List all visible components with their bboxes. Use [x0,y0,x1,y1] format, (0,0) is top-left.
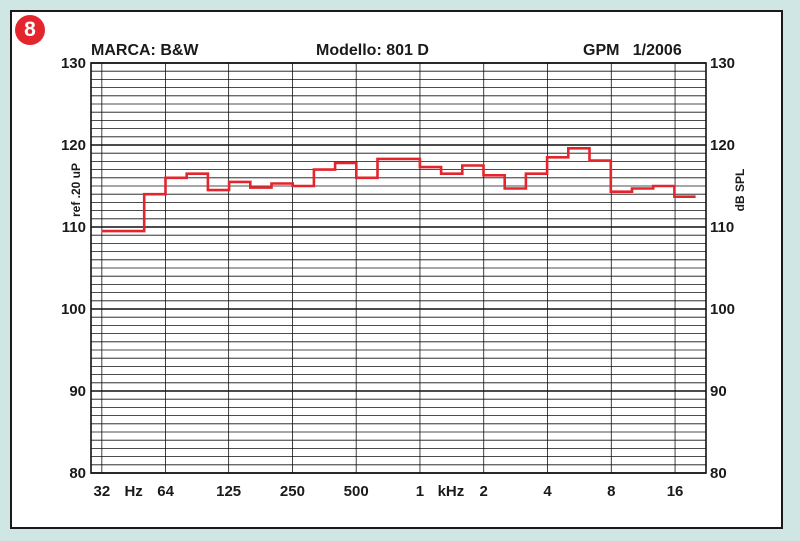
x-tick-label: kHz [438,483,465,500]
y-tick-label-left: 80 [69,465,86,482]
y-tick-label-left: 100 [61,301,86,318]
y-tick-label-right: 100 [710,301,735,318]
response-curve [101,147,696,233]
x-tick-label: 1 [416,483,424,500]
y-tick-label-right: 110 [710,219,734,236]
y-tick-label-right: 90 [710,383,727,400]
model-label: Modello: 801 D [316,42,429,59]
y-tick-label-left: 90 [69,383,86,400]
plot-frame [90,62,707,474]
x-tick-label: 125 [216,483,241,500]
y-tick-label-left: 120 [61,137,86,154]
y-axis-label-left: ref .20 uP [69,163,83,217]
y-tick-label-right: 120 [710,137,735,154]
figure-number-badge: 8 [15,15,45,45]
x-tick-label: 500 [344,483,369,500]
x-tick-label: 64 [157,483,174,500]
y-axis-label-right: dB SPL [733,169,747,212]
y-tick-label-right: 130 [710,55,735,72]
y-tick-label-left: 110 [62,219,86,236]
x-tick-label: 2 [480,483,488,500]
y-tick-label-right: 80 [710,465,727,482]
x-tick-label: 16 [667,483,684,500]
brand-label: MARCA: B&W [91,42,199,59]
y-tick-label-left: 130 [61,55,86,72]
x-tick-label: 250 [280,483,305,500]
x-tick-label: 32 [93,483,110,500]
x-tick-label: 4 [543,483,552,500]
source-label: GPM 1/2006 [583,42,682,59]
x-tick-label: 8 [607,483,615,500]
x-tick-label: Hz [124,483,142,500]
chart-panel: 8 [10,10,783,529]
